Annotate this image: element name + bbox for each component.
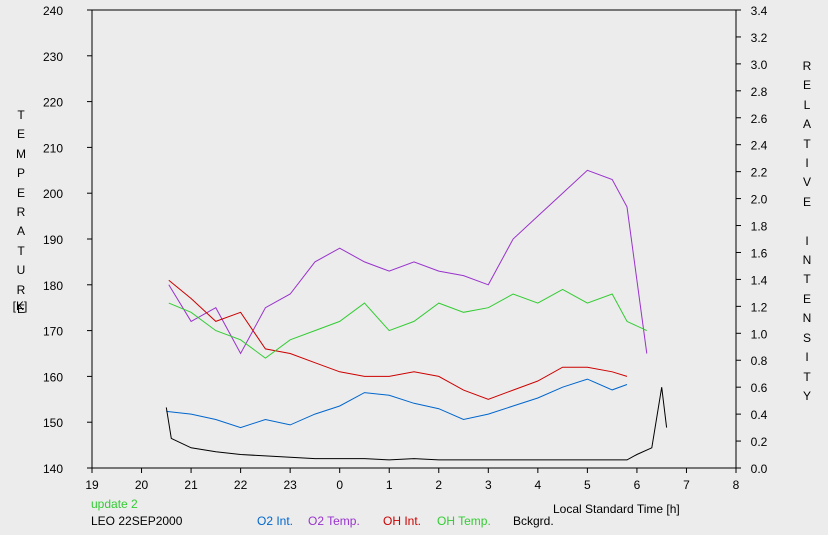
y-axis-left-unit: [K] [12, 299, 28, 313]
y-right-tick-label: 3.4 [751, 4, 768, 18]
x-tick-label: 0 [336, 478, 343, 492]
x-tick-label: 4 [535, 478, 542, 492]
x-tick-label: 7 [683, 478, 690, 492]
y-axis-left-label: T E M P E R A T U R E [16, 108, 26, 317]
y-right-tick-label: 0.4 [751, 408, 768, 422]
x-tick-label: 19 [85, 478, 99, 492]
y-right-tick-label: 1.4 [751, 273, 768, 287]
y-right-tick-label: 0.8 [751, 354, 768, 368]
y-left-tick-label: 180 [43, 279, 63, 293]
update-label: update 2 [91, 497, 138, 511]
legend-oh-temp: OH Temp. [437, 514, 491, 528]
y-right-tick-label: 2.8 [751, 85, 768, 99]
y-right-tick-label: 1.8 [751, 220, 768, 234]
y-right-tick-label: 2.2 [751, 166, 768, 180]
series-oh-int [168, 279, 628, 400]
legend-o2-int: O2 Int. [257, 514, 294, 528]
y-left-tick-label: 230 [43, 50, 63, 64]
y-left-tick-label: 170 [43, 325, 63, 339]
y-left-tick-label: 240 [43, 4, 63, 18]
y-right-tick-label: 3.2 [751, 31, 768, 45]
y-left-tick-label: 160 [43, 370, 63, 384]
y-right-tick-label: 2.0 [751, 193, 768, 207]
station-label: LEO 22SEP2000 [91, 514, 183, 528]
y-left-tick-label: 210 [43, 141, 63, 155]
y-left-tick-label: 140 [43, 462, 63, 476]
y-left-tick-label: 190 [43, 233, 63, 247]
x-tick-label: 20 [135, 478, 149, 492]
series-bckgrd [165, 387, 668, 461]
y-right-tick-label: 1.6 [751, 246, 768, 260]
y-left-tick-label: 220 [43, 96, 63, 110]
series-o2-temp [168, 169, 648, 355]
x-tick-label: 8 [733, 478, 740, 492]
legend-bckgrd: Bckgrd. [513, 514, 554, 528]
y-right-tick-label: 0.0 [751, 462, 768, 476]
y-right-tick-label: 1.2 [751, 300, 768, 314]
y-left-tick-label: 150 [43, 416, 63, 430]
y-right-tick-label: 2.4 [751, 139, 768, 153]
series-o2-int [166, 378, 628, 429]
legend-o2-temp: O2 Temp. [308, 514, 360, 528]
y-right-tick-label: 2.6 [751, 112, 768, 126]
y-right-tick-label: 0.6 [751, 381, 768, 395]
series-oh-temp [168, 288, 648, 359]
legend-oh-int: OH Int. [383, 514, 422, 528]
y-axis-right-label: R E L A T I V E I N T E N S I T Y [802, 59, 812, 403]
x-tick-label: 22 [234, 478, 248, 492]
x-tick-label: 2 [435, 478, 442, 492]
x-tick-label: 23 [283, 478, 297, 492]
x-axis-label: Local Standard Time [h] [553, 502, 680, 516]
x-tick-label: 21 [184, 478, 198, 492]
plot-frame [91, 9, 737, 469]
x-tick-label: 5 [584, 478, 591, 492]
y-right-tick-label: 1.0 [751, 327, 768, 341]
y-right-tick-label: 0.2 [751, 435, 768, 449]
y-right-tick-label: 3.0 [751, 58, 768, 72]
x-tick-label: 6 [634, 478, 641, 492]
y-left-tick-label: 200 [43, 187, 63, 201]
x-tick-label: 1 [386, 478, 393, 492]
x-tick-label: 3 [485, 478, 492, 492]
